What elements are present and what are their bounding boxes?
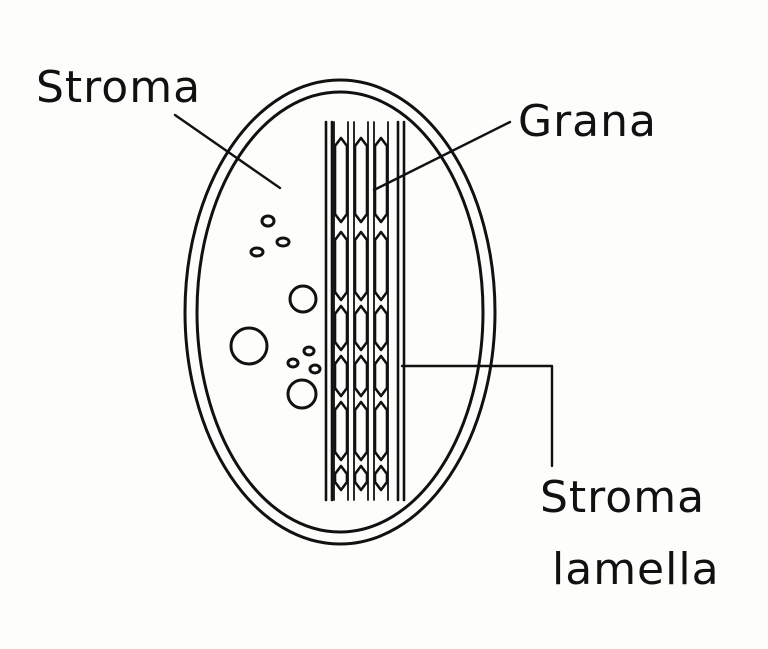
thylakoid-disc xyxy=(333,464,349,492)
thylakoid-disc xyxy=(373,354,389,398)
globule xyxy=(275,236,291,248)
stroma-lamella-label-line2: lamella xyxy=(552,544,720,595)
thylakoid-disc xyxy=(373,136,389,224)
globule xyxy=(308,363,322,375)
thylakoid-disc xyxy=(333,400,349,462)
thylakoid-disc xyxy=(333,136,349,224)
grana-leader-line xyxy=(372,120,512,192)
thylakoid-disc xyxy=(353,136,369,224)
thylakoid-disc xyxy=(353,230,369,302)
globule xyxy=(288,284,318,314)
thylakoid-disc xyxy=(333,230,349,302)
plastoglobules xyxy=(229,214,322,410)
globule xyxy=(249,246,265,258)
globule xyxy=(286,357,300,369)
stroma-lamella-label-line1: Stroma xyxy=(540,472,706,523)
globule xyxy=(286,378,318,410)
globule xyxy=(260,214,276,228)
thylakoid-disc xyxy=(373,304,389,352)
thylakoid-disc xyxy=(373,230,389,302)
stroma-label: Stroma xyxy=(36,62,202,113)
globule xyxy=(302,345,316,357)
thylakoid-disc xyxy=(353,304,369,352)
globule xyxy=(229,326,269,366)
thylakoid-disc xyxy=(353,464,369,492)
thylakoid-disc xyxy=(373,400,389,462)
thylakoid-disc xyxy=(353,354,369,398)
stroma-leader-line xyxy=(173,113,282,190)
stroma-lamella-leader-line xyxy=(400,364,554,468)
thylakoid-disc xyxy=(333,354,349,398)
inner-membrane xyxy=(195,90,485,534)
outer-membrane xyxy=(183,78,497,546)
thylakoid-disc xyxy=(353,400,369,462)
granum-stack xyxy=(324,120,406,502)
thylakoid-disc xyxy=(333,304,349,352)
thylakoid-disc xyxy=(373,464,389,492)
grana-label: Grana xyxy=(518,96,657,147)
